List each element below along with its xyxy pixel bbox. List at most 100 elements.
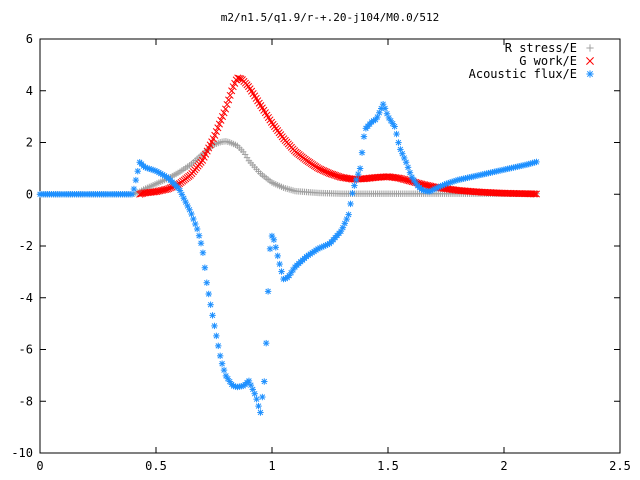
marker-stroke [212, 128, 220, 136]
marker-stroke [398, 175, 406, 183]
marker-stroke [361, 133, 367, 140]
marker-stroke [586, 70, 594, 78]
marker-stroke [351, 182, 358, 189]
marker-stroke [266, 116, 274, 124]
marker-stroke [403, 159, 409, 165]
marker-stroke [211, 323, 218, 329]
data-point [259, 393, 266, 401]
data-point [393, 130, 400, 138]
data-point [220, 366, 228, 374]
marker-stroke [254, 97, 262, 105]
marker-stroke [140, 189, 148, 197]
legend-marker [586, 57, 594, 65]
marker-stroke [188, 211, 195, 217]
marker-stroke [251, 390, 258, 397]
marker-stroke [182, 199, 189, 205]
marker-stroke [192, 221, 199, 227]
marker-stroke [335, 172, 343, 181]
series-layer [36, 74, 541, 416]
marker-stroke [411, 177, 417, 183]
marker-stroke [382, 105, 388, 112]
data-point [130, 185, 138, 193]
marker-stroke [223, 100, 231, 109]
data-point [174, 184, 182, 192]
data-point [216, 352, 224, 360]
marker-stroke [261, 109, 269, 117]
marker-stroke [533, 159, 540, 165]
marker-stroke [177, 187, 183, 194]
marker-stroke [263, 111, 271, 119]
marker-stroke [357, 165, 363, 172]
marker-stroke [393, 131, 400, 137]
data-point [228, 87, 236, 95]
data-point [201, 264, 209, 271]
x-tick-label: 0 [36, 459, 43, 473]
marker-stroke [412, 180, 419, 186]
marker-stroke [186, 207, 193, 213]
marker-stroke [221, 105, 230, 113]
data-point [211, 131, 219, 139]
marker-stroke [269, 233, 275, 239]
data-point [358, 149, 366, 156]
marker-stroke [389, 120, 396, 127]
marker-stroke [194, 226, 200, 232]
data-point [213, 332, 220, 340]
data-point [381, 105, 389, 112]
data-point [205, 290, 212, 298]
marker-stroke [399, 150, 406, 157]
marker-stroke [353, 177, 360, 183]
marker-stroke [205, 291, 212, 297]
marker-stroke [345, 211, 352, 218]
marker-stroke [369, 174, 377, 182]
marker-stroke [196, 232, 202, 239]
x-tick-label: 2.5 [609, 459, 631, 473]
plot-area: 0 0.5 1 1.5 2 2.5 -10 -8 -6 -4 -2 0 2 4 6 [11, 32, 631, 473]
data-point [349, 190, 356, 197]
data-point [531, 190, 539, 198]
plot-frame [39, 38, 621, 454]
marker-stroke [264, 113, 272, 122]
marker-stroke [200, 250, 206, 256]
data-point [221, 105, 230, 113]
marker-stroke [215, 343, 222, 349]
marker-stroke [391, 123, 398, 130]
marker-stroke [259, 394, 266, 400]
y-tick-label: 0 [26, 187, 33, 201]
marker-stroke [323, 168, 331, 176]
marker-stroke [175, 185, 181, 191]
marker-stroke [263, 340, 269, 346]
marker-stroke [142, 189, 150, 197]
marker-stroke [395, 139, 402, 146]
marker-stroke [235, 74, 243, 82]
marker-stroke [225, 375, 231, 382]
marker-stroke [214, 124, 222, 132]
marker-stroke [370, 174, 378, 182]
marker-stroke [364, 174, 372, 182]
data-point [533, 158, 540, 166]
data-point [532, 190, 541, 198]
data-point [207, 301, 214, 308]
marker-stroke [388, 118, 394, 124]
marker-stroke [405, 164, 411, 171]
marker-stroke [399, 175, 407, 183]
data-point [262, 339, 270, 347]
data-point [199, 249, 207, 256]
legend-marker [586, 44, 594, 52]
marker-stroke [384, 110, 390, 117]
data-point [253, 395, 260, 403]
marker-stroke [149, 188, 158, 196]
marker-stroke [215, 120, 223, 128]
data-point [215, 342, 222, 350]
marker-stroke [333, 172, 341, 180]
marker-stroke [326, 169, 334, 177]
data-point [184, 202, 191, 210]
marker-stroke [409, 174, 415, 180]
marker-stroke [380, 101, 386, 107]
series-star [36, 101, 540, 416]
marker-stroke [213, 333, 220, 339]
marker-stroke [321, 167, 329, 175]
marker-stroke [217, 116, 225, 124]
data-point [190, 215, 197, 223]
marker-stroke [223, 373, 229, 379]
y-tick-label: 2 [26, 136, 33, 150]
